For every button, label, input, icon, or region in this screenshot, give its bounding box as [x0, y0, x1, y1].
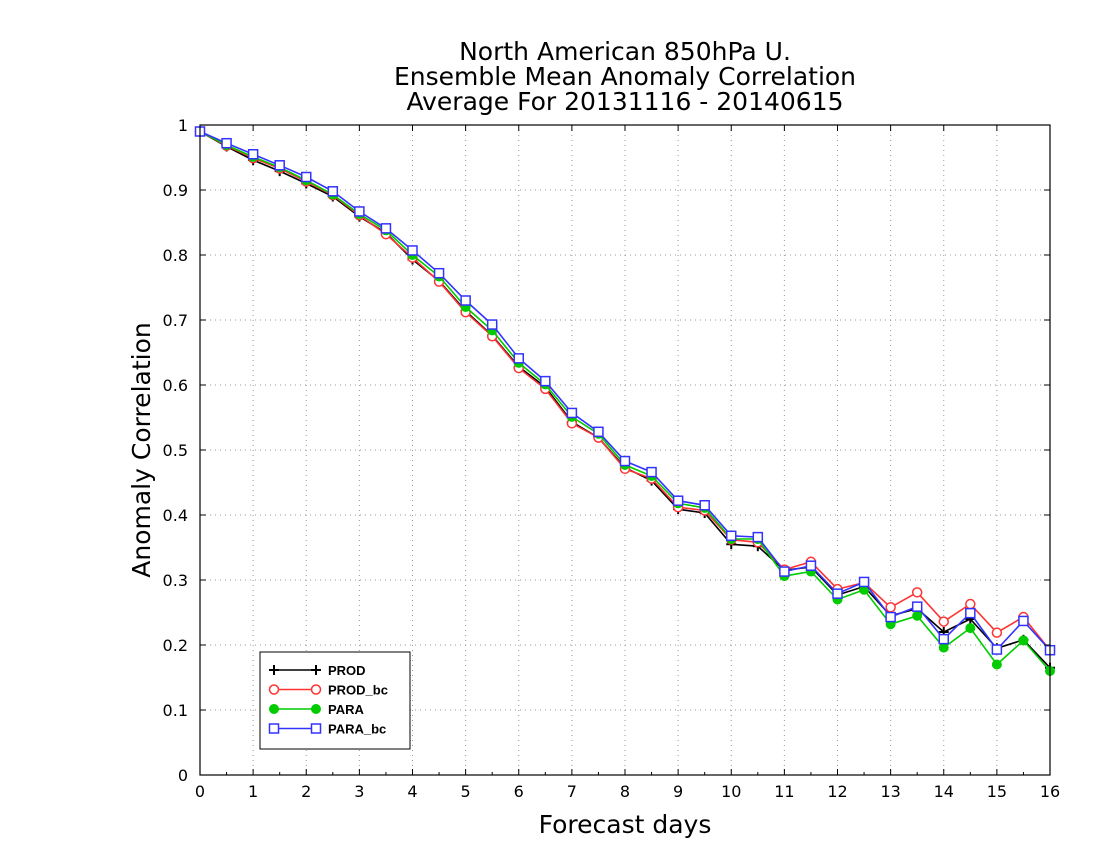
data-point-para	[1018, 635, 1029, 646]
data-point-para-bc	[327, 186, 339, 197]
data-point-para-bc	[832, 588, 843, 599]
data-point-para-bc	[380, 223, 392, 234]
data-point-prod-bc	[885, 602, 896, 613]
x-tick-label: 2	[301, 782, 311, 801]
x-tick-label: 7	[567, 782, 577, 801]
data-point-para-bc	[965, 607, 976, 619]
x-tick-label: 0	[195, 782, 205, 801]
data-point-para-bc	[540, 375, 551, 387]
legend-marker	[268, 723, 280, 734]
data-point-para-bc	[221, 137, 232, 149]
data-point-para-bc	[301, 171, 312, 183]
data-point-para-bc	[885, 611, 896, 623]
legend-marker	[268, 684, 280, 695]
legend-marker	[269, 704, 279, 714]
data-point-para-bc	[646, 466, 657, 478]
x-tick-label: 12	[827, 782, 847, 801]
x-tick-label: 16	[1040, 782, 1060, 801]
data-point-para	[991, 659, 1002, 670]
data-point-para-bc	[566, 407, 578, 419]
data-point-para-bc	[1018, 615, 1029, 627]
data-point-para-bc	[779, 566, 790, 577]
y-tick-label: 0.8	[163, 246, 188, 265]
data-point-para-bc	[407, 245, 418, 256]
y-tick-label: 1	[178, 116, 188, 135]
data-point-prod-bc	[938, 616, 949, 627]
data-point-prod-bc	[965, 598, 976, 610]
legend-item-para-bc: PARA_bc	[268, 722, 386, 737]
y-tick-label: 0.2	[163, 636, 188, 655]
legend-item-prod-bc: PROD_bc	[268, 683, 388, 698]
y-tick-label: 0.1	[163, 701, 188, 720]
x-axis-label: Forecast days	[539, 810, 712, 839]
data-point-para	[965, 623, 976, 634]
legend-label: PARA_bc	[328, 722, 386, 737]
x-tick-label: 11	[774, 782, 794, 801]
data-point-para-bc	[858, 576, 870, 588]
y-tick-label: 0.3	[163, 571, 188, 590]
x-tick-label: 4	[407, 782, 417, 801]
data-point-para-bc	[726, 530, 737, 542]
y-tick-label: 0.4	[163, 506, 188, 525]
x-tick-label: 15	[987, 782, 1007, 801]
data-point-para-bc	[354, 206, 365, 217]
data-point-para-bc	[513, 353, 524, 364]
y-tick-label: 0.6	[163, 376, 188, 395]
chart-title-line-3: Average For 20131116 - 20140615	[406, 87, 843, 116]
legend-item-para: PARA	[269, 702, 364, 717]
legend-marker	[311, 665, 321, 675]
chart-title-line-1: North American 850hPa U.	[459, 37, 791, 66]
y-tick-label: 0.5	[163, 441, 188, 460]
y-axis-label: Anomaly Correlation	[127, 322, 156, 577]
data-point-para-bc	[433, 267, 445, 279]
data-point-para-bc	[593, 426, 604, 438]
x-tick-label: 14	[934, 782, 954, 801]
legend-marker	[310, 723, 322, 734]
data-point-para-bc	[460, 295, 471, 306]
x-tick-label: 10	[721, 782, 741, 801]
y-tick-label: 0	[178, 766, 188, 785]
data-point-para	[938, 642, 949, 653]
data-point-para-bc	[486, 319, 498, 330]
data-point-para-bc	[752, 531, 764, 543]
data-point-para-bc	[938, 633, 949, 645]
data-point-para-bc	[672, 495, 684, 506]
data-point-para-bc	[699, 500, 710, 511]
chart-title: North American 850hPa U. Ensemble Mean A…	[394, 37, 856, 116]
y-tick-label: 0.9	[163, 181, 188, 200]
legend-marker	[311, 704, 321, 714]
legend-marker	[310, 684, 322, 695]
x-tick-label: 9	[673, 782, 683, 801]
chart-title-line-2: Ensemble Mean Anomaly Correlation	[394, 62, 856, 91]
x-tick-label: 8	[620, 782, 630, 801]
series-line-prod	[199, 130, 1051, 669]
axis-ticks: 0 1 2 3 4 5 6 7 8 9 10 11 12 13 14 15 1600.10.20.30.40.5…	[163, 116, 1061, 801]
data-point-prod-bc	[911, 587, 923, 598]
data-point-prod-bc	[991, 627, 1003, 638]
series-para	[195, 126, 1055, 676]
legend-label: PROD_bc	[328, 683, 388, 698]
x-tick-label: 1	[248, 782, 258, 801]
data-point-para	[912, 610, 923, 621]
legend: PROD PROD_bc PARA PARA_bc	[259, 651, 411, 750]
data-point-para-bc	[247, 149, 259, 160]
data-point-para-bc	[991, 644, 1003, 655]
x-tick-label: 5	[461, 782, 471, 801]
y-tick-label: 0.7	[163, 311, 188, 330]
x-tick-label: 6	[514, 782, 524, 801]
legend-label: PARA	[328, 702, 364, 717]
legend-marker	[269, 665, 279, 675]
data-point-para-bc	[274, 160, 285, 171]
legend-label: PROD	[328, 663, 366, 678]
legend-item-prod: PROD	[269, 663, 366, 678]
x-tick-label: 13	[880, 782, 900, 801]
data-point-para-bc	[911, 601, 923, 612]
data-point-para-bc	[805, 560, 817, 571]
x-tick-label: 3	[354, 782, 364, 801]
data-point-para-bc	[619, 455, 631, 467]
grid	[200, 125, 1050, 775]
legend-box	[259, 651, 411, 750]
